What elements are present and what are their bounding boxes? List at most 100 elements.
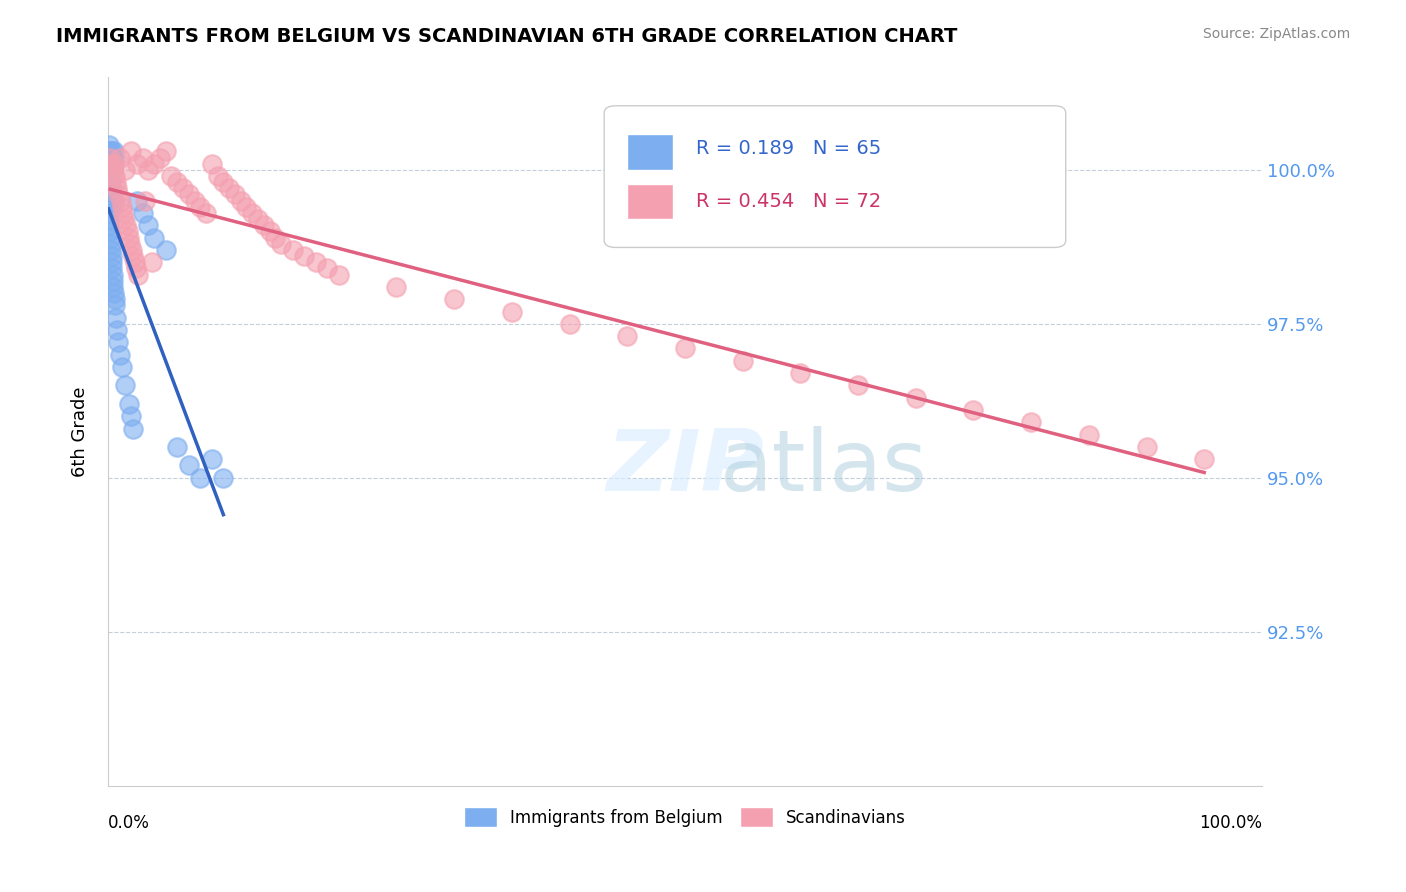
Point [172, 181, 194, 195]
Point [143, 156, 166, 170]
Bar [627, 134, 673, 169]
Text: 0.0%: 0.0% [108, 814, 150, 832]
Point [98, 230, 121, 244]
Point [100, 243, 122, 257]
Point [616, 329, 638, 343]
Point [904, 391, 927, 405]
Point [101, 162, 124, 177]
Point [1019, 416, 1042, 430]
Point [177, 458, 200, 473]
Point [98, 212, 121, 227]
Point [103, 292, 125, 306]
Point [103, 145, 125, 159]
Point [443, 292, 465, 306]
Point [107, 335, 129, 350]
Point [316, 261, 339, 276]
Point [207, 169, 229, 183]
Point [131, 151, 153, 165]
Text: IMMIGRANTS FROM BELGIUM VS SCANDINAVIAN 6TH GRADE CORRELATION CHART: IMMIGRANTS FROM BELGIUM VS SCANDINAVIAN … [56, 27, 957, 45]
Point [124, 255, 146, 269]
Point [281, 243, 304, 257]
Point [166, 175, 188, 189]
Point [98, 151, 121, 165]
Point [188, 200, 211, 214]
Point [235, 200, 257, 214]
Point [138, 219, 160, 233]
Point [328, 268, 350, 282]
Point [101, 261, 124, 276]
Point [240, 206, 263, 220]
Text: Source: ZipAtlas.com: Source: ZipAtlas.com [1202, 27, 1350, 41]
Point [138, 162, 160, 177]
Point [103, 156, 125, 170]
Point [385, 280, 408, 294]
Text: R = 0.454   N = 72: R = 0.454 N = 72 [696, 192, 882, 211]
Point [270, 236, 292, 251]
Point [98, 224, 121, 238]
Point [117, 224, 139, 238]
Point [105, 310, 128, 325]
Point [558, 317, 581, 331]
Point [98, 156, 121, 170]
Point [122, 421, 145, 435]
Point [100, 151, 122, 165]
Point [100, 156, 122, 170]
Point [101, 156, 124, 170]
Text: R = 0.189   N = 65: R = 0.189 N = 65 [696, 139, 882, 158]
Point [101, 255, 124, 269]
Point [118, 230, 141, 244]
Point [188, 471, 211, 485]
Point [101, 274, 124, 288]
Point [98, 181, 121, 195]
Y-axis label: 6th Grade: 6th Grade [72, 386, 89, 477]
Point [143, 230, 166, 244]
Point [100, 236, 122, 251]
Point [212, 175, 235, 189]
Point [111, 206, 134, 220]
Point [160, 169, 183, 183]
Point [100, 145, 122, 159]
Point [103, 151, 125, 165]
Point [118, 236, 141, 251]
Point [120, 409, 142, 424]
Point [155, 145, 177, 159]
Point [104, 298, 127, 312]
Point [98, 169, 121, 183]
Point [97, 175, 120, 189]
Point [121, 243, 143, 257]
Legend: Immigrants from Belgium, Scandinavians: Immigrants from Belgium, Scandinavians [457, 800, 912, 834]
Point [112, 212, 135, 227]
FancyBboxPatch shape [605, 106, 1066, 247]
Point [101, 194, 124, 208]
Point [131, 206, 153, 220]
Point [125, 194, 148, 208]
Point [125, 261, 148, 276]
Point [101, 200, 124, 214]
Point [183, 194, 205, 208]
Point [201, 156, 224, 170]
Point [100, 151, 122, 165]
Point [98, 145, 121, 159]
Point [100, 162, 122, 177]
Point [224, 187, 246, 202]
Point [97, 206, 120, 220]
Point [1192, 452, 1215, 467]
Point [155, 243, 177, 257]
Point [98, 151, 121, 165]
Point [122, 249, 145, 263]
Point [103, 280, 125, 294]
Point [789, 366, 811, 380]
Text: 100.0%: 100.0% [1199, 814, 1263, 832]
Point [101, 187, 124, 202]
Point [201, 452, 224, 467]
Point [100, 175, 122, 189]
Point [98, 187, 121, 202]
Point [100, 162, 122, 177]
Point [218, 181, 240, 195]
Point [111, 200, 134, 214]
Point [259, 224, 281, 238]
Point [731, 353, 754, 368]
Point [166, 440, 188, 454]
Point [501, 304, 523, 318]
Point [246, 212, 269, 227]
